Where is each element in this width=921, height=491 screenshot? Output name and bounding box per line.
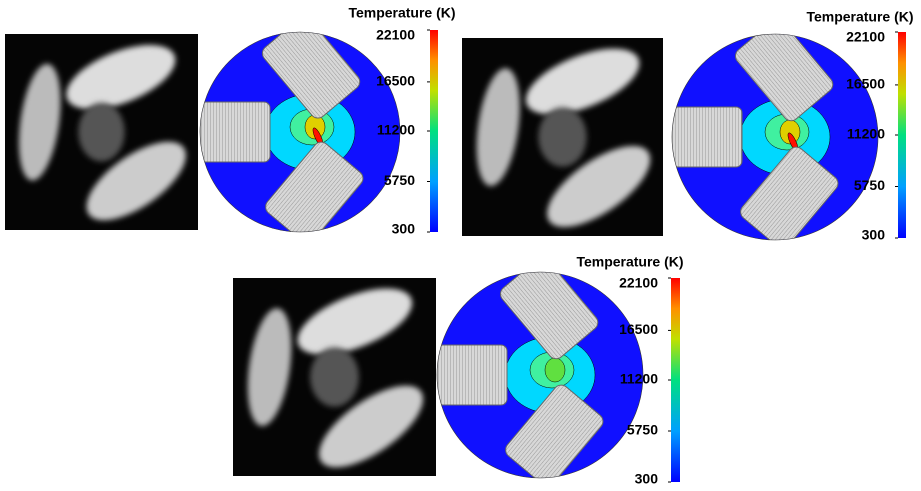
tick-label: 22100 <box>846 29 885 45</box>
electrode <box>437 345 507 405</box>
electrode <box>672 107 742 167</box>
colorbar-title: Temperature (K) <box>576 254 683 270</box>
colorbar <box>898 32 906 238</box>
tick-label: 300 <box>862 227 886 243</box>
photo <box>5 32 198 235</box>
tick-label: 5750 <box>627 422 658 438</box>
photo <box>462 35 663 242</box>
colorbar-title: Temperature (K) <box>348 5 455 21</box>
colorbar <box>671 278 680 482</box>
simulation <box>437 254 643 489</box>
arc-glow <box>310 347 359 406</box>
colorbar-title: Temperature (K) <box>806 9 913 25</box>
tick-label: 16500 <box>376 73 415 89</box>
tick-label: 11200 <box>847 126 885 142</box>
panel: Temperature (K) 300 5750 11200 16500 22100 <box>462 9 914 252</box>
tick-label: 300 <box>392 221 416 237</box>
tick-label: 22100 <box>376 27 415 43</box>
electrode <box>200 102 270 162</box>
tick-label: 16500 <box>846 76 885 92</box>
arc-glow <box>78 103 124 162</box>
simulation <box>200 14 400 247</box>
tick-label: 22100 <box>619 275 658 291</box>
tick-label: 11200 <box>620 371 658 387</box>
tick-label: 5750 <box>384 172 415 188</box>
arc-glow <box>538 107 586 166</box>
photo <box>233 275 436 483</box>
tick-label: 5750 <box>854 177 885 193</box>
contour <box>545 358 565 382</box>
figure: Temperature (K)3005750112001650022100Tem… <box>0 0 921 491</box>
panel: Temperature (K) 300 5750 11200 16500 22100 <box>5 5 456 247</box>
tick-label: 16500 <box>619 321 658 337</box>
panel: Temperature (K) 300 5750 11200 16500 22100 <box>233 254 684 490</box>
tick-label: 11200 <box>377 122 415 138</box>
tick-label: 300 <box>635 471 659 487</box>
colorbar <box>430 30 438 232</box>
